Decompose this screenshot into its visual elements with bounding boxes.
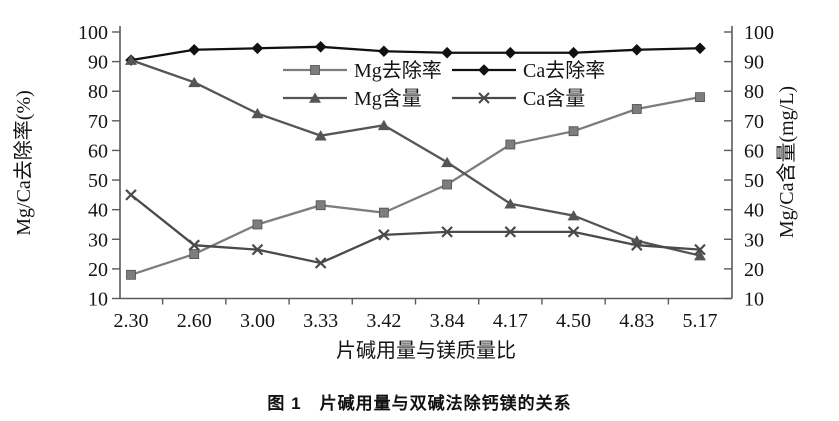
- data-point-marker: [251, 42, 264, 55]
- series-Mg去除率: [126, 92, 705, 280]
- legend-item-Mg去除率: Mg去除率: [283, 59, 442, 82]
- y-axis-tick-label: 80: [744, 81, 764, 103]
- data-point-marker: [378, 229, 390, 241]
- data-point-marker: [125, 54, 137, 65]
- data-point-marker: [188, 239, 201, 251]
- x-axis-tick-label: 3.42: [366, 310, 401, 332]
- data-point-marker: [377, 119, 390, 131]
- x-axis-tick-label: 2.60: [177, 310, 212, 332]
- data-point-marker: [314, 257, 327, 269]
- data-point-marker: [314, 41, 327, 53]
- data-point-marker: [188, 76, 201, 88]
- legend-item-Ca含量: Ca含量: [452, 87, 585, 110]
- data-point-marker: [442, 179, 453, 190]
- y-axis-tick-label: 40: [88, 200, 108, 222]
- data-point-marker: [314, 130, 327, 141]
- data-point-marker: [189, 249, 200, 259]
- y-axis-tick-label: 90: [88, 52, 108, 74]
- data-point-marker: [631, 104, 642, 114]
- x-axis-tick-label: 3.00: [240, 310, 275, 332]
- x-axis-title: 片碱用量与镁质量比: [336, 339, 516, 362]
- legend-marker-x-icon: [478, 92, 490, 104]
- legend-label: Ca去除率: [523, 59, 605, 82]
- data-point-marker: [441, 156, 454, 168]
- data-point-marker: [504, 46, 517, 59]
- data-point-marker: [695, 92, 705, 103]
- data-point-marker: [126, 269, 136, 280]
- y-axis-tick-label: 50: [744, 170, 764, 192]
- y-axis-tick-label: 70: [88, 111, 108, 133]
- data-point-marker: [315, 200, 326, 211]
- x-axis-tick-label: 3.33: [303, 310, 338, 332]
- y-axis-tick-label: 30: [88, 229, 108, 251]
- y-axis-title-left: Mg/Ca去除率(%): [12, 90, 35, 236]
- figure-caption: 图 1 片碱用量与双碱法除钙镁的关系: [267, 394, 572, 413]
- series-Mg含量: [125, 54, 706, 261]
- x-axis-tick-label: 2.30: [114, 310, 149, 332]
- y-axis-tick-label: 40: [744, 200, 764, 222]
- data-point-marker: [630, 239, 643, 251]
- data-point-marker: [252, 219, 263, 230]
- data-point-marker: [125, 189, 137, 201]
- x-axis-tick-label: 5.17: [683, 310, 718, 332]
- series-line: [130, 96, 701, 276]
- x-axis-tick-label: 4.17: [493, 310, 528, 332]
- data-point-marker: [630, 43, 643, 56]
- series-Ca含量: [125, 189, 706, 269]
- data-point-marker: [694, 42, 706, 55]
- data-point-marker: [568, 126, 579, 137]
- data-point-marker: [251, 107, 264, 119]
- axes: [119, 26, 733, 300]
- data-point-marker: [378, 45, 390, 58]
- data-point-marker: [441, 46, 453, 59]
- data-point-marker: [567, 226, 580, 238]
- y-axis-title-right: Mg/Ca含量(mg/L): [775, 86, 798, 238]
- x-axis-tick-label: 4.50: [556, 310, 591, 332]
- data-point-marker: [504, 198, 517, 209]
- data-point-marker: [504, 226, 517, 238]
- series-line: [130, 193, 701, 265]
- legend-label: Mg含量: [354, 87, 422, 110]
- legend-item-Ca去除率: Ca去除率: [452, 59, 605, 82]
- data-point-marker: [441, 226, 453, 238]
- legend-item-Mg含量: Mg含量: [283, 87, 422, 110]
- y-axis-tick-label: 30: [744, 229, 764, 251]
- legend: Mg去除率 Ca去除率 Mg含量 Ca含量: [283, 59, 605, 110]
- line-chart: 1020304050607080901001020304050607080901…: [12, 22, 798, 362]
- series-line: [130, 45, 701, 62]
- series-line: [130, 59, 701, 257]
- y-axis-tick-label: 60: [744, 140, 764, 162]
- y-axis-tick-label: 100: [744, 22, 774, 44]
- y-axis-tick-label: 100: [78, 22, 108, 44]
- legend-marker-triangle-icon: [309, 92, 321, 103]
- legend-marker-diamond-icon: [478, 64, 490, 76]
- y-axis-tick-label: 90: [744, 52, 764, 74]
- data-point-marker: [188, 43, 201, 56]
- data-point-marker: [694, 250, 706, 261]
- y-axis-tick-label: 20: [744, 259, 764, 281]
- y-axis-tick-label: 60: [88, 140, 108, 162]
- x-axis-tick-label: 4.83: [619, 310, 654, 332]
- legend-label: Mg去除率: [354, 59, 442, 82]
- data-point-marker: [694, 243, 706, 256]
- data-point-marker: [567, 46, 580, 59]
- y-axis-tick-label: 10: [744, 289, 764, 311]
- y-axis-tick-label: 50: [88, 170, 108, 192]
- y-axis-tick-label: 20: [88, 259, 108, 281]
- y-axis-right: 10 20 30 40 50 60 70 80 90 100: [724, 22, 774, 311]
- data-point-marker: [378, 207, 389, 218]
- data-point-marker: [505, 139, 516, 150]
- y-axis-left: 10 20 30 40 50 60 70 80 90 100: [78, 22, 120, 311]
- legend-marker-square-icon: [310, 65, 320, 75]
- data-point-marker: [251, 243, 264, 256]
- y-axis-tick-label: 10: [88, 289, 108, 311]
- y-axis-tick-label: 70: [744, 111, 764, 133]
- legend-label: Ca含量: [523, 87, 585, 110]
- data-point-marker: [567, 210, 580, 221]
- series-Ca去除率: [125, 41, 706, 66]
- y-axis-tick-label: 80: [88, 81, 108, 103]
- x-axis: 2.30 2.60 3.00 3.33 3.42 3.84 4.17 4.50 4.83 5.17: [114, 298, 718, 332]
- x-axis-tick-label: 3.84: [430, 310, 465, 332]
